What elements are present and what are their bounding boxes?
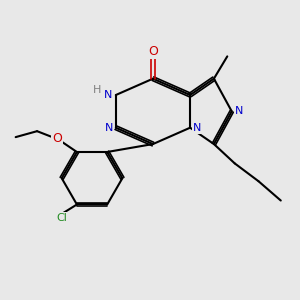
Text: N: N xyxy=(235,106,243,116)
Text: Cl: Cl xyxy=(57,213,68,223)
Text: N: N xyxy=(105,123,113,133)
Text: O: O xyxy=(148,45,158,58)
Text: H: H xyxy=(93,85,102,95)
Text: O: O xyxy=(52,131,62,145)
Text: N: N xyxy=(104,90,112,100)
Text: N: N xyxy=(193,123,201,133)
